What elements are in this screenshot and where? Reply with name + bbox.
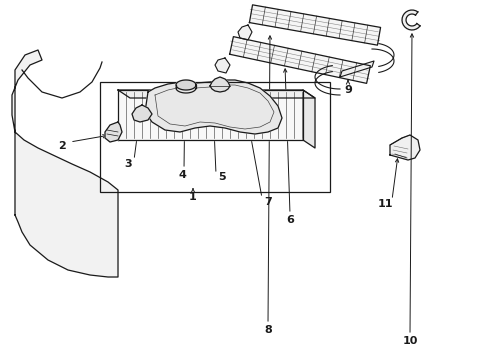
Text: 2: 2 [58,141,66,151]
Text: 5: 5 [218,172,226,182]
Polygon shape [230,37,370,84]
Text: 10: 10 [402,336,417,346]
Text: 3: 3 [124,159,132,169]
Text: 11: 11 [377,199,393,209]
Polygon shape [210,77,230,92]
Polygon shape [402,10,420,30]
Text: 1: 1 [189,192,197,202]
Text: 8: 8 [264,325,272,335]
Polygon shape [118,90,303,140]
Polygon shape [303,90,315,148]
Polygon shape [118,90,315,98]
Polygon shape [132,105,152,122]
Bar [100,82,330,192]
Polygon shape [12,50,118,277]
Polygon shape [238,25,252,40]
Text: 9: 9 [344,85,352,95]
Text: 7: 7 [264,197,272,207]
Polygon shape [215,58,230,73]
Polygon shape [340,61,374,77]
Polygon shape [176,83,196,93]
Polygon shape [176,80,196,90]
Text: 4: 4 [178,170,186,180]
Polygon shape [390,135,420,160]
Polygon shape [249,5,381,45]
Text: 6: 6 [286,215,294,225]
Polygon shape [145,80,282,134]
Polygon shape [208,85,272,120]
Polygon shape [105,122,122,142]
